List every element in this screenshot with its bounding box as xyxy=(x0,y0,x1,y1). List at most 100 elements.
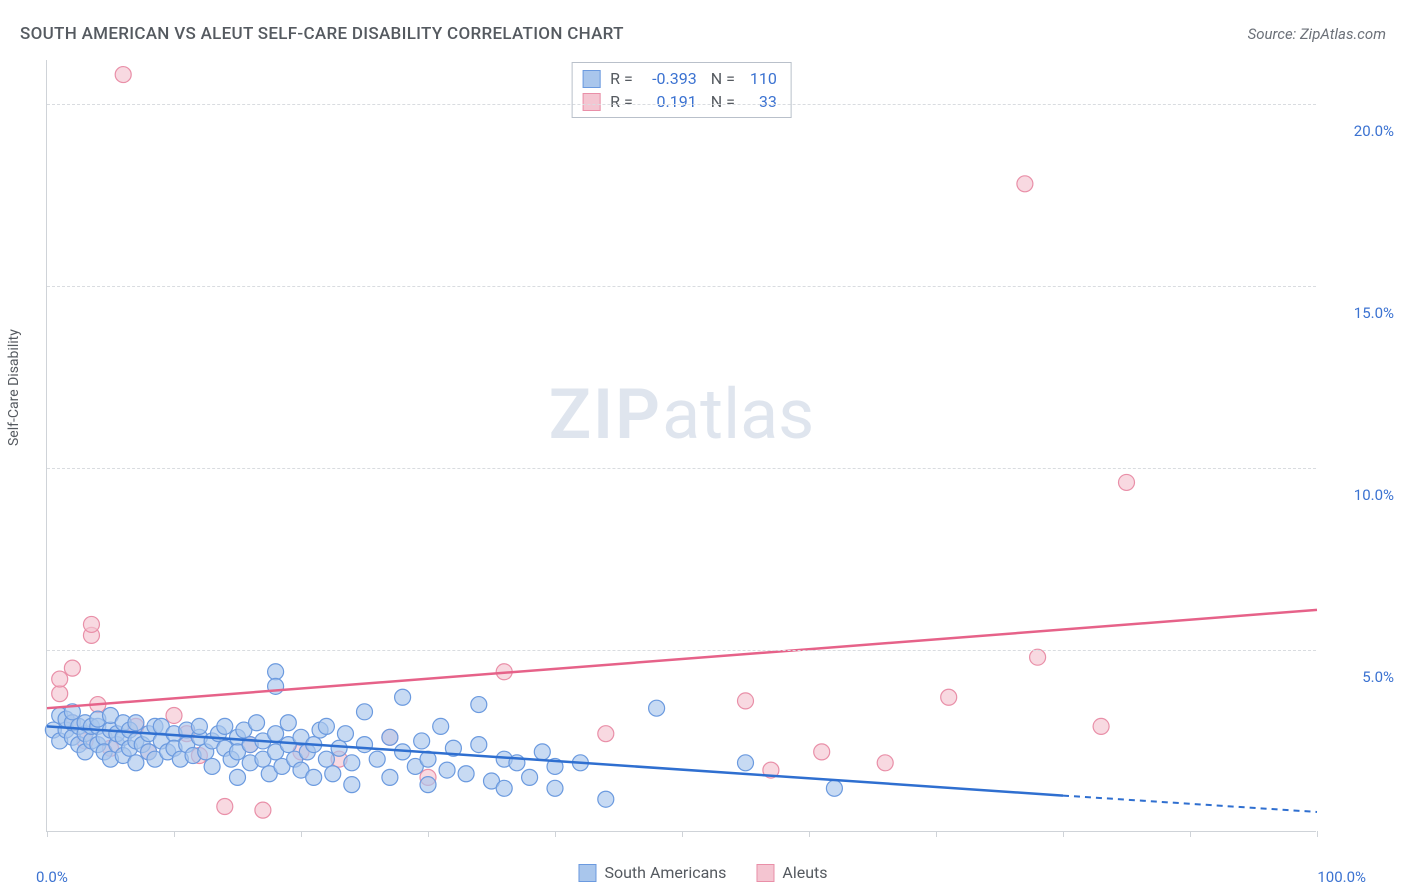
scatter-point xyxy=(325,766,341,782)
scatter-point xyxy=(344,777,360,793)
scatter-point xyxy=(1093,718,1109,734)
y-tick-label: 10.0% xyxy=(1354,486,1394,504)
scatter-point xyxy=(420,777,436,793)
scatter-point xyxy=(1017,176,1033,192)
x-tick xyxy=(682,831,683,837)
scatter-point xyxy=(1030,649,1046,665)
scatter-point xyxy=(598,791,614,807)
gridline xyxy=(47,104,1316,105)
regression-line-sa-dash xyxy=(1063,796,1317,812)
x-tick xyxy=(809,831,810,837)
y-tick-label: 20.0% xyxy=(1354,122,1394,140)
scatter-point xyxy=(471,697,487,713)
x-axis-min-label: 0.0% xyxy=(36,868,68,886)
scatter-point xyxy=(826,780,842,796)
scatter-point xyxy=(128,715,144,731)
chart-title: SOUTH AMERICAN VS ALEUT SELF-CARE DISABI… xyxy=(20,24,624,44)
scatter-point xyxy=(814,744,830,760)
scatter-point xyxy=(331,740,347,756)
stat-r-al: 0.191 xyxy=(643,92,697,111)
gridline xyxy=(47,286,1316,287)
scatter-point xyxy=(204,758,220,774)
scatter-point xyxy=(738,693,754,709)
stat-n-sa: 110 xyxy=(745,69,777,88)
regression-line-al xyxy=(47,610,1317,708)
stat-r-sa: -0.393 xyxy=(643,69,697,88)
scatter-point xyxy=(522,769,538,785)
scatter-point xyxy=(255,802,271,818)
scatter-point xyxy=(318,718,334,734)
scatter-point xyxy=(414,733,430,749)
scatter-point xyxy=(941,689,957,705)
x-tick xyxy=(1317,831,1318,837)
x-axis-max-label: 100.0% xyxy=(1317,868,1366,886)
scatter-point xyxy=(280,715,296,731)
scatter-point xyxy=(249,715,265,731)
scatter-point xyxy=(496,780,512,796)
scatter-point xyxy=(471,737,487,753)
scatter-point xyxy=(369,751,385,767)
x-tick xyxy=(174,831,175,837)
scatter-point xyxy=(268,726,284,742)
scatter-point xyxy=(458,766,474,782)
swatch-aleuts xyxy=(582,93,600,111)
scatter-point xyxy=(191,718,207,734)
scatter-point xyxy=(395,689,411,705)
scatter-point xyxy=(217,799,233,815)
scatter-point xyxy=(877,755,893,771)
x-tick xyxy=(1063,831,1064,837)
scatter-point xyxy=(52,671,68,687)
legend-label-south-americans: South Americans xyxy=(604,863,726,882)
swatch-south-americans xyxy=(582,70,600,88)
stat-n-label-2: N = xyxy=(707,92,735,111)
chart-source: Source: ZipAtlas.com xyxy=(1248,25,1386,43)
stats-row-al: R = 0.191 N = 33 xyxy=(582,92,777,111)
scatter-point xyxy=(357,704,373,720)
stat-r-label-2: R = xyxy=(610,92,633,111)
gridline xyxy=(47,468,1316,469)
bottom-legend: South Americans Aleuts xyxy=(578,863,827,882)
scatter-point xyxy=(382,729,398,745)
scatter-point xyxy=(598,726,614,742)
scatter-point xyxy=(128,755,144,771)
gridline xyxy=(47,650,1316,651)
legend-label-aleuts: Aleuts xyxy=(782,863,827,882)
scatter-point xyxy=(433,718,449,734)
scatter-point xyxy=(52,686,68,702)
scatter-point xyxy=(357,737,373,753)
y-tick-label: 15.0% xyxy=(1354,304,1394,322)
x-tick xyxy=(936,831,937,837)
scatter-point xyxy=(306,769,322,785)
scatter-point xyxy=(64,660,80,676)
stat-r-label: R = xyxy=(610,69,633,88)
legend-item-aleuts: Aleuts xyxy=(756,863,827,882)
x-tick xyxy=(301,831,302,837)
scatter-point xyxy=(337,726,353,742)
scatter-point xyxy=(268,664,284,680)
scatter-point xyxy=(318,751,334,767)
stats-box: R = -0.393 N = 110 R = 0.191 N = 33 xyxy=(571,62,792,118)
x-tick xyxy=(1190,831,1191,837)
scatter-point xyxy=(439,762,455,778)
legend-item-south-americans: South Americans xyxy=(578,863,726,882)
scatter-point xyxy=(649,700,665,716)
scatter-point xyxy=(547,780,563,796)
scatter-point xyxy=(166,707,182,723)
scatter-point xyxy=(344,755,360,771)
stats-row-sa: R = -0.393 N = 110 xyxy=(582,69,777,88)
x-tick xyxy=(555,831,556,837)
legend-swatch-aleuts xyxy=(756,864,774,882)
x-tick xyxy=(47,831,48,837)
stat-n-al: 33 xyxy=(745,92,777,111)
y-tick-label: 5.0% xyxy=(1362,668,1394,686)
chart-header: SOUTH AMERICAN VS ALEUT SELF-CARE DISABI… xyxy=(20,24,1386,44)
scatter-point xyxy=(115,67,131,83)
plot-area: ZIPatlas R = -0.393 N = 110 R = 0.191 N … xyxy=(46,60,1316,832)
scatter-point xyxy=(83,616,99,632)
scatter-point xyxy=(217,718,233,734)
y-axis-label: Self-Care Disability xyxy=(6,329,22,446)
scatter-point xyxy=(1119,474,1135,490)
legend-swatch-south-americans xyxy=(578,864,596,882)
chart-svg xyxy=(47,60,1316,831)
stat-n-label: N = xyxy=(707,69,735,88)
